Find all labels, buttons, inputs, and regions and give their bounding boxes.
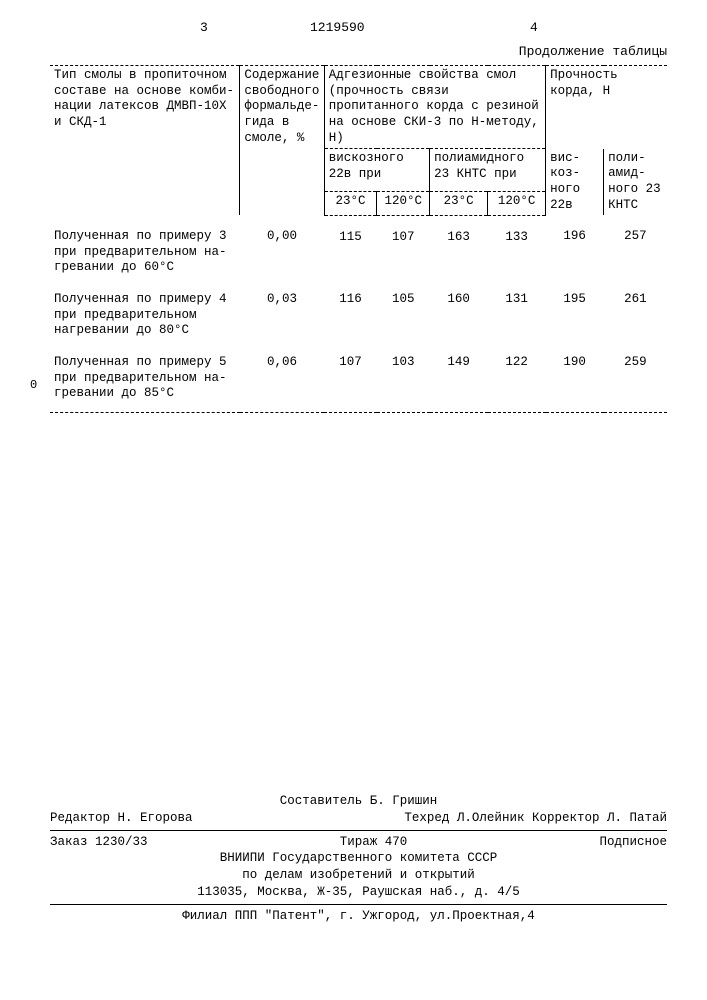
cell-val: 149 xyxy=(430,341,488,412)
compiler: Составитель Б. Гришин xyxy=(50,793,667,810)
cell-val: 259 xyxy=(604,341,667,412)
th-adhesion-group: Адгезионные свойства смол (прочность свя… xyxy=(324,66,545,149)
cell-label: Полученная по примеру 5 при предваритель… xyxy=(50,341,240,412)
th-t23-b: 23°С xyxy=(430,191,488,215)
table-row: Полученная по примеру 4 при предваритель… xyxy=(50,278,667,341)
cell-val: 0,06 xyxy=(240,341,324,412)
patent-number: 1219590 xyxy=(310,20,365,35)
cell-val: 133 xyxy=(488,215,546,278)
techred: Техред Л.Олейник xyxy=(404,811,524,825)
table-row: Полученная по примеру 5 при предваритель… xyxy=(50,341,667,412)
org-line1: ВНИИПИ Государственного комитета СССР xyxy=(50,850,667,867)
cell-val: 107 xyxy=(324,341,377,412)
th-poly23: поли-амид-ного 23 КНТС xyxy=(604,149,667,216)
tirazh: Тираж 470 xyxy=(340,834,408,851)
filial: Филиал ППП "Патент", г. Ужгород, ул.Прое… xyxy=(50,908,667,925)
cell-val: 196 xyxy=(546,215,604,278)
cell-val: 107 xyxy=(377,215,430,278)
col-num-left: 3 xyxy=(200,20,208,35)
cell-val: 195 xyxy=(546,278,604,341)
cell-val: 0,03 xyxy=(240,278,324,341)
th-t120-b: 120°С xyxy=(488,191,546,215)
cell-val: 0,00 xyxy=(240,215,324,278)
th-t23-a: 23°С xyxy=(324,191,377,215)
cell-val: 131 xyxy=(488,278,546,341)
cell-label: Полученная по примеру 4 при предваритель… xyxy=(50,278,240,341)
cell-val: 103 xyxy=(377,341,430,412)
corrector: Корректор Л. Патай xyxy=(532,811,667,825)
th-viscose-sub: вискозного 22в при xyxy=(324,149,429,191)
th-visc22: вис-коз-ного 22в xyxy=(546,149,604,216)
order-number: Заказ 1230/33 xyxy=(50,834,148,851)
th-resin-type: Тип смолы в пропиточном составе на основ… xyxy=(50,66,240,216)
cell-label: Полученная по примеру 3 при предваритель… xyxy=(50,215,240,278)
cell-val: 116 xyxy=(324,278,377,341)
th-strength-group: Прочность корда, Н xyxy=(546,66,667,149)
th-t120-a: 120°С xyxy=(377,191,430,215)
podpisnoe: Подписное xyxy=(599,834,667,851)
imprint-block: Составитель Б. Гришин Редактор Н. Егоров… xyxy=(50,793,667,925)
cell-val: 115 xyxy=(324,215,377,278)
th-formaldehyde: Содержание свободного формальде-гида в с… xyxy=(240,66,324,216)
col-num-right: 4 xyxy=(530,20,538,35)
table-continuation-label: Продолжение таблицы xyxy=(50,44,667,59)
cell-val: 160 xyxy=(430,278,488,341)
cell-val: 261 xyxy=(604,278,667,341)
margin-marker: 0 xyxy=(30,378,37,392)
cell-val: 163 xyxy=(430,215,488,278)
cell-val: 105 xyxy=(377,278,430,341)
cell-val: 190 xyxy=(546,341,604,412)
cell-val: 257 xyxy=(604,215,667,278)
org-address: 113035, Москва, Ж-35, Раушская наб., д. … xyxy=(50,884,667,901)
org-line2: по делам изобретений и открытий xyxy=(50,867,667,884)
table-row: Полученная по примеру 3 при предваритель… xyxy=(50,215,667,278)
cell-val: 122 xyxy=(488,341,546,412)
page-header-numbers: 3 1219590 4 xyxy=(50,20,667,40)
th-polyamide-sub: полиамидного 23 КНТС при xyxy=(430,149,546,191)
editor: Редактор Н. Егорова xyxy=(50,810,193,827)
data-table: Тип смолы в пропиточном составе на основ… xyxy=(50,65,667,413)
